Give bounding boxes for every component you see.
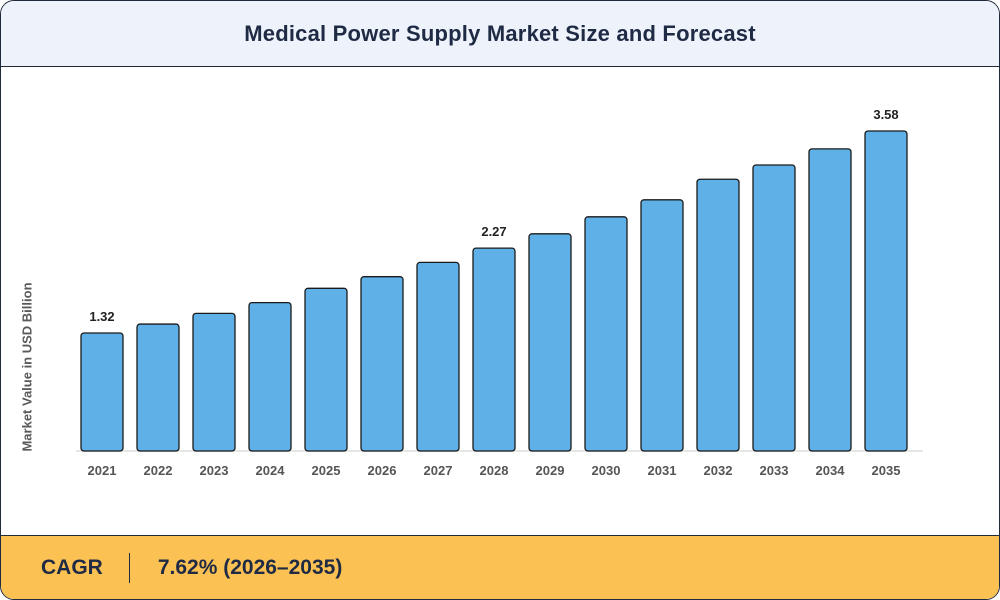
bar-2029	[528, 233, 572, 452]
x-tick-label: 2034	[816, 463, 846, 478]
x-tick-label: 2031	[648, 463, 677, 478]
x-tick-label: 2029	[536, 463, 565, 478]
x-tick-label: 2025	[312, 463, 341, 478]
chart-header: Medical Power Supply Market Size and For…	[1, 1, 999, 67]
x-tick-label: 2030	[592, 463, 621, 478]
x-tick-label: 2021	[88, 463, 117, 478]
data-label: 1.32	[89, 309, 114, 324]
bar-2035	[864, 130, 908, 452]
x-tick-label: 2032	[704, 463, 733, 478]
bar-2027	[416, 261, 460, 452]
data-label: 2.27	[481, 224, 506, 239]
x-tick-label: 2033	[760, 463, 789, 478]
bar-2028	[472, 247, 516, 452]
chart-title: Medical Power Supply Market Size and For…	[244, 20, 756, 46]
data-label: 3.58	[873, 107, 898, 122]
cagr-banner: CAGR 7.62% (2026–2035)	[1, 535, 999, 599]
x-tick-label: 2024	[256, 463, 286, 478]
bar-2026	[360, 276, 404, 452]
bar-2021	[80, 332, 124, 452]
bar-chart: 2021 1.32 2022 2023 2024 2025 2026 2027 2028 2.27…	[76, 107, 923, 478]
x-tick-label: 2026	[368, 463, 397, 478]
cagr-value: 7.62% (2026–2035)	[157, 556, 343, 579]
cagr-label: CAGR	[41, 556, 103, 579]
bar-2031	[640, 199, 684, 452]
bar-2032	[696, 178, 740, 452]
bar-2030	[584, 216, 628, 452]
bar-2023	[192, 312, 236, 452]
cagr-divider	[128, 553, 130, 583]
x-tick-label: 2027	[424, 463, 453, 478]
x-tick-label: 2035	[872, 463, 901, 478]
x-tick-label: 2023	[200, 463, 229, 478]
chart-area: Market Value in USD Billion 2021 1.32 2022…	[1, 67, 999, 535]
bar-2033	[752, 164, 796, 452]
bar-2034	[808, 148, 852, 452]
bar-2022	[136, 323, 180, 452]
x-tick-label: 2022	[144, 463, 173, 478]
bar-2024	[248, 301, 292, 452]
bar-2025	[304, 287, 348, 452]
x-tick-label: 2028	[480, 463, 509, 478]
